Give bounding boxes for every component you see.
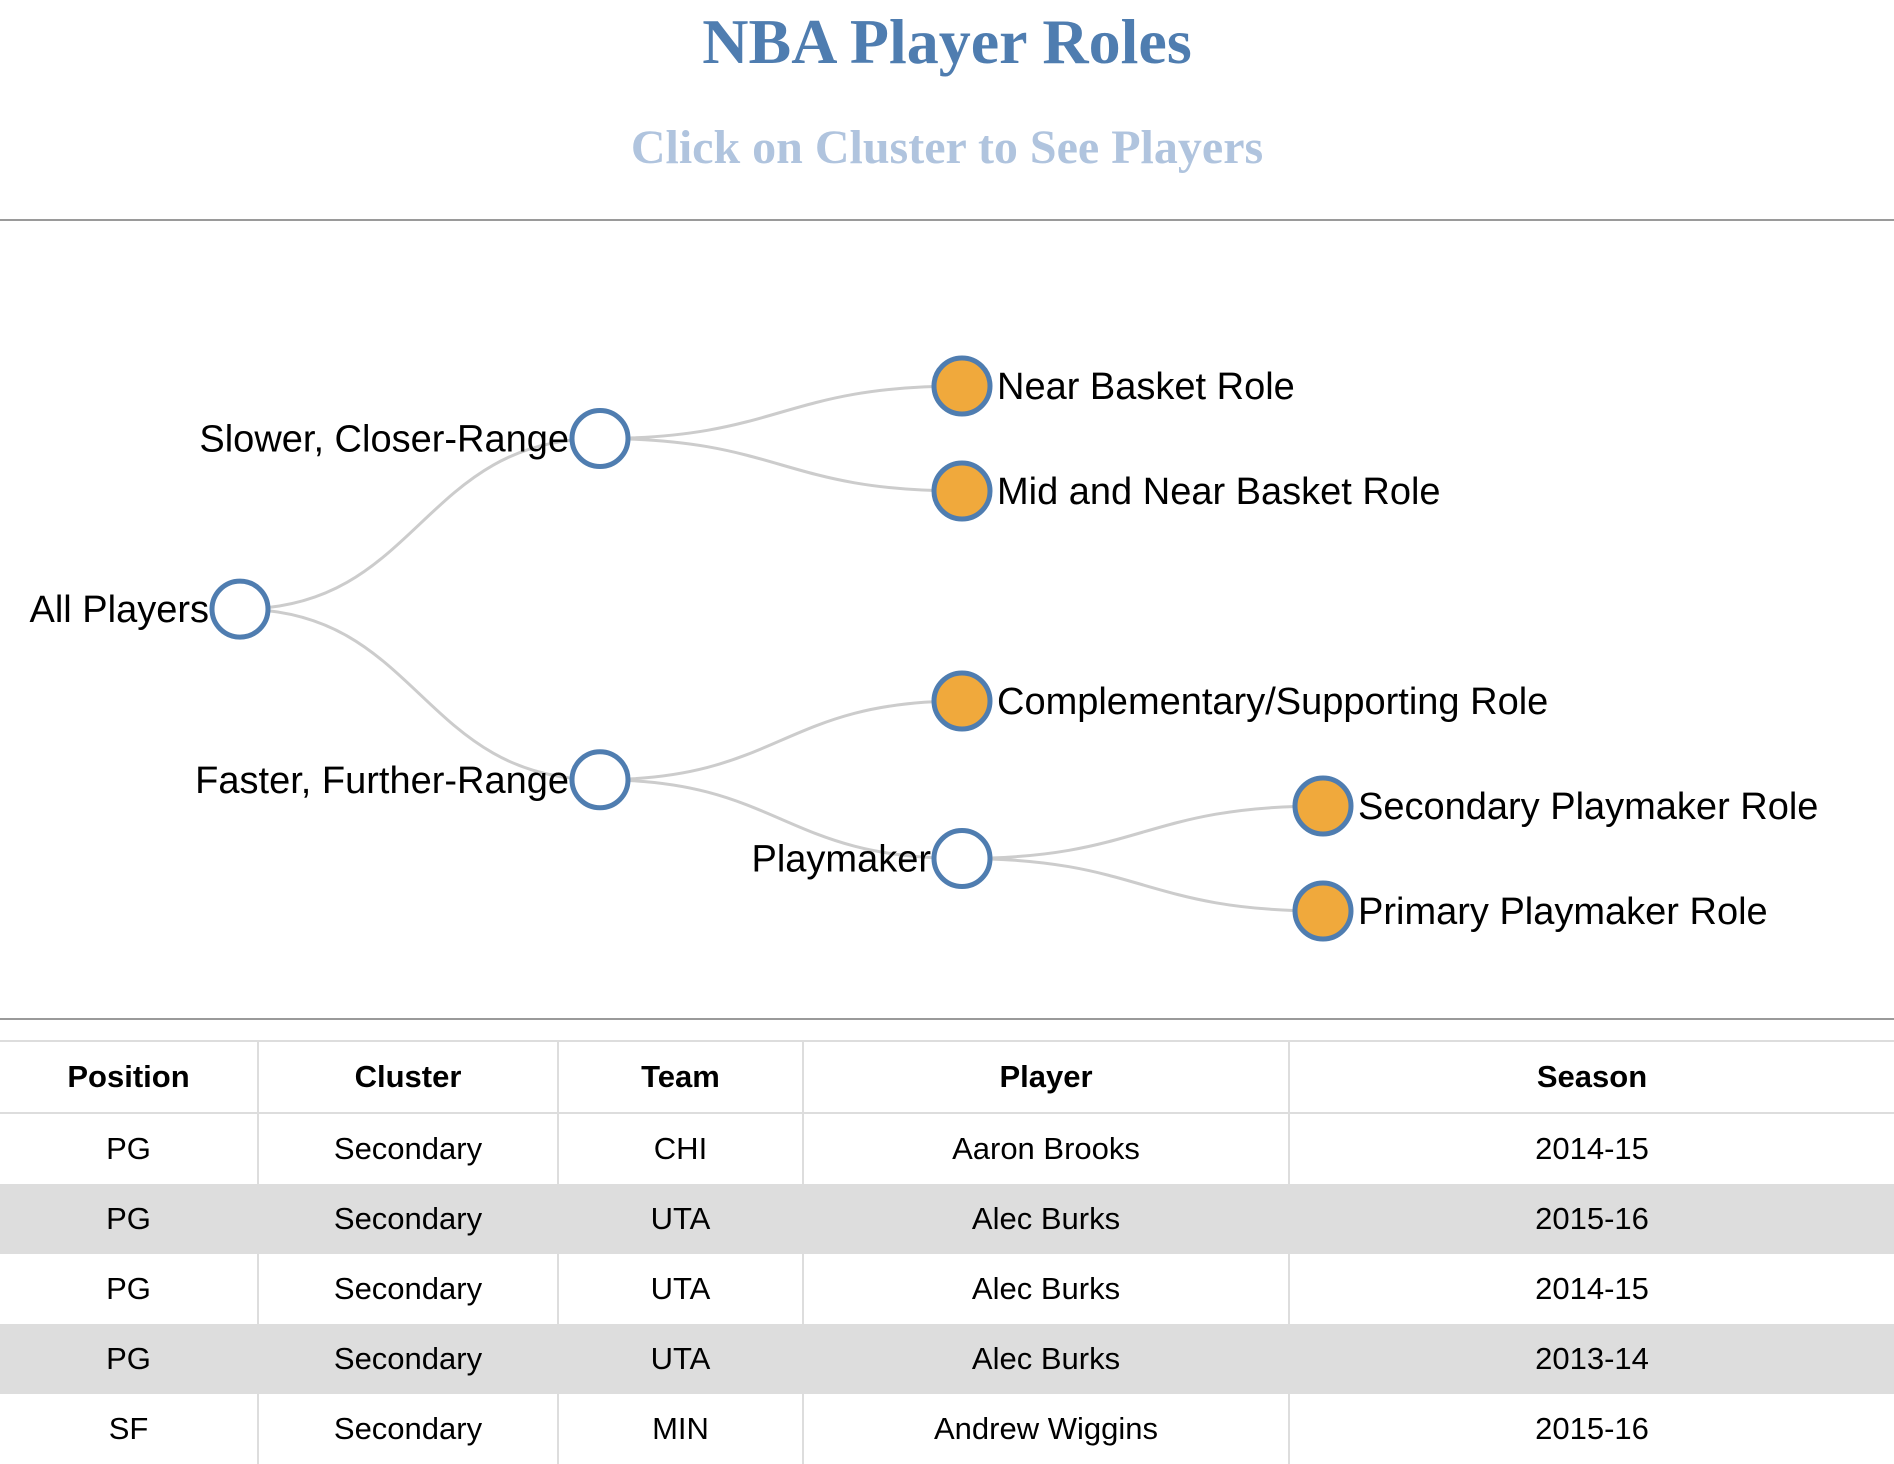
players-table-body: PG Secondary CHI Aaron Brooks 2014-15 PG Secon… bbox=[0, 1113, 1894, 1464]
cluster-node-label[interactable]: Slower, Closer-Range bbox=[199, 419, 569, 461]
column-header-season: Season bbox=[1288, 1040, 1894, 1114]
cluster-node-mid-and-near-basket-role[interactable]: Mid and Near Basket Role bbox=[931, 460, 1441, 522]
table-cell-cluster: Secondary bbox=[257, 1324, 558, 1394]
table-row: PG Secondary UTA Alec Burks 2015-16 bbox=[0, 1184, 1894, 1254]
cluster-node-label[interactable]: Complementary/Supporting Role bbox=[997, 681, 1548, 723]
table-cell-team: UTA bbox=[557, 1184, 803, 1254]
cluster-node-faster-further-range[interactable]: Faster, Further-Range bbox=[195, 749, 631, 811]
table-cell-position: PG bbox=[106, 1131, 151, 1166]
table-cell-cluster: Secondary bbox=[257, 1113, 558, 1184]
players-table: Position Cluster Team Player Season PG Second… bbox=[0, 1040, 1894, 1464]
leaf-cluster-circle[interactable] bbox=[931, 460, 993, 522]
cluster-node-primary-playmaker-role[interactable]: Primary Playmaker Role bbox=[1292, 880, 1768, 942]
top-divider bbox=[0, 219, 1894, 221]
leaf-cluster-circle[interactable] bbox=[931, 355, 993, 417]
tree-link bbox=[599, 778, 963, 860]
table-cell-player: Alec Burks bbox=[802, 1324, 1289, 1394]
table-cell-team: UTA bbox=[557, 1254, 803, 1324]
parent-cluster-circle[interactable] bbox=[569, 749, 631, 811]
cluster-node-label[interactable]: Near Basket Role bbox=[997, 366, 1295, 408]
table-cell-season: 2015-16 bbox=[1288, 1394, 1894, 1464]
tree-nodes: Near Basket Role Mid and Near Basket Role… bbox=[30, 355, 1818, 942]
table-cell-player: Andrew Wiggins bbox=[802, 1394, 1289, 1464]
table-cell-team: UTA bbox=[557, 1324, 803, 1394]
cluster-node-label[interactable]: Secondary Playmaker Role bbox=[1358, 786, 1818, 828]
tree-link bbox=[599, 699, 963, 782]
tree-link bbox=[239, 607, 601, 782]
table-cell-position: PG bbox=[106, 1271, 151, 1306]
table-cell-cluster: Secondary bbox=[257, 1184, 558, 1254]
cluster-node-all-players[interactable]: All Players bbox=[30, 578, 271, 640]
page-title: NBA Player Roles bbox=[702, 6, 1192, 77]
column-header-player: Player bbox=[802, 1040, 1289, 1114]
column-header-team: Team bbox=[557, 1040, 803, 1114]
cluster-node-secondary-playmaker-role[interactable]: Secondary Playmaker Role bbox=[1292, 775, 1818, 837]
tree-link bbox=[599, 384, 963, 440]
cluster-node-complementary-supporting-role[interactable]: Complementary/Supporting Role bbox=[931, 670, 1548, 732]
tree-link bbox=[239, 437, 601, 611]
bottom-divider bbox=[0, 1018, 1894, 1020]
leaf-cluster-circle[interactable] bbox=[931, 670, 993, 732]
cluster-node-slower-closer-range[interactable]: Slower, Closer-Range bbox=[199, 408, 631, 469]
tree-link bbox=[961, 804, 1324, 860]
table-cell-season: 2014-15 bbox=[1288, 1254, 1894, 1324]
column-header-cluster: Cluster bbox=[257, 1040, 558, 1114]
table-cell-season: 2015-16 bbox=[1288, 1184, 1894, 1254]
leaf-cluster-circle[interactable] bbox=[1292, 775, 1354, 837]
parent-cluster-circle[interactable] bbox=[931, 828, 993, 889]
table-cell-team: CHI bbox=[557, 1113, 803, 1184]
cluster-node-label[interactable]: All Players bbox=[30, 589, 210, 631]
column-header-position: Position bbox=[0, 1040, 258, 1114]
cluster-node-near-basket-role[interactable]: Near Basket Role bbox=[931, 355, 1295, 417]
table-row: SF Secondary MIN Andrew Wiggins 2015-16 bbox=[0, 1394, 1894, 1464]
table-row: PG Secondary UTA Alec Burks 2013-14 bbox=[0, 1324, 1894, 1394]
table-cell-cluster: Secondary bbox=[257, 1394, 558, 1464]
cluster-tree-diagram: Near Basket Role Mid and Near Basket Role… bbox=[30, 355, 1818, 942]
tree-link bbox=[961, 857, 1324, 913]
cluster-node-label[interactable]: Playmaker bbox=[752, 839, 932, 881]
table-cell-player: Alec Burks bbox=[802, 1184, 1289, 1254]
cluster-node-label[interactable]: Primary Playmaker Role bbox=[1358, 891, 1768, 933]
table-cell-player: Aaron Brooks bbox=[802, 1113, 1289, 1184]
cluster-node-label[interactable]: Faster, Further-Range bbox=[195, 760, 569, 802]
table-cell-season: 2013-14 bbox=[1288, 1324, 1894, 1394]
table-cell-season: 2014-15 bbox=[1288, 1113, 1894, 1184]
leaf-cluster-circle[interactable] bbox=[1292, 880, 1354, 942]
table-cell-team: MIN bbox=[557, 1394, 803, 1464]
table-row: PG Secondary UTA Alec Burks 2014-15 bbox=[0, 1254, 1894, 1324]
table-header-row: Position Cluster Team Player Season bbox=[0, 1040, 1894, 1114]
table-cell-position: PG bbox=[0, 1324, 258, 1394]
cluster-node-playmaker[interactable]: Playmaker bbox=[752, 828, 993, 889]
cluster-node-label[interactable]: Mid and Near Basket Role bbox=[997, 471, 1441, 513]
table-cell-position: PG bbox=[0, 1184, 258, 1254]
table-cell-cluster: Secondary bbox=[257, 1254, 558, 1324]
table-cell-player: Alec Burks bbox=[802, 1254, 1289, 1324]
tree-links bbox=[239, 384, 1324, 913]
table-cell-position: SF bbox=[108, 1411, 149, 1446]
tree-link bbox=[599, 437, 963, 493]
page-subtitle: Click on Cluster to See Players bbox=[630, 121, 1264, 174]
table-row: PG Secondary CHI Aaron Brooks 2014-15 bbox=[0, 1113, 1894, 1184]
parent-cluster-circle[interactable] bbox=[209, 578, 271, 640]
players-table-header: Position Cluster Team Player Season bbox=[0, 1040, 1894, 1114]
parent-cluster-circle[interactable] bbox=[569, 408, 631, 469]
